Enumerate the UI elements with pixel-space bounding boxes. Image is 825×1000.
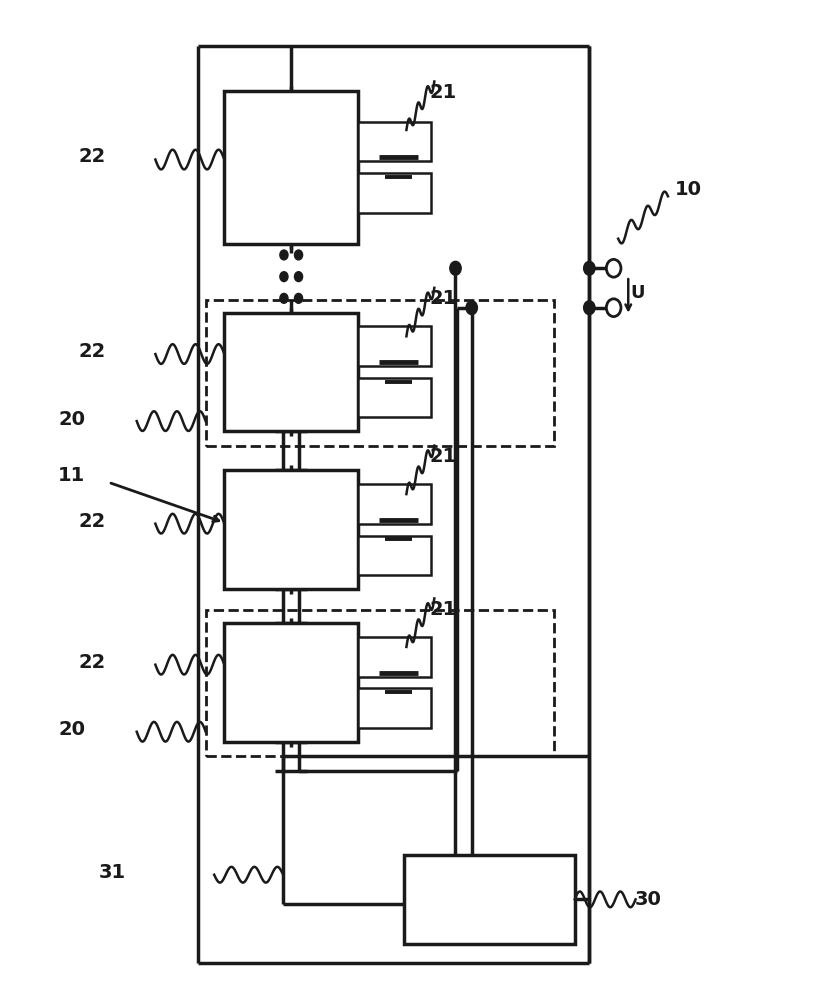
Circle shape (295, 250, 303, 260)
Text: 20: 20 (59, 720, 85, 739)
Text: 11: 11 (59, 466, 86, 485)
Bar (358, 536, 431, 575)
Text: 30: 30 (634, 890, 661, 909)
Text: 22: 22 (78, 653, 106, 672)
Bar (358, 637, 431, 677)
Bar (358, 688, 431, 728)
Circle shape (280, 250, 288, 260)
Circle shape (466, 301, 478, 315)
Bar (358, 173, 431, 213)
Bar (224, 623, 358, 742)
Circle shape (583, 261, 595, 275)
Bar (205, 610, 554, 756)
Text: 22: 22 (78, 342, 106, 361)
Text: 21: 21 (429, 83, 456, 102)
Bar (358, 122, 431, 161)
Circle shape (295, 272, 303, 282)
Bar (358, 484, 431, 524)
Text: 21: 21 (429, 447, 456, 466)
Circle shape (606, 299, 621, 317)
Text: 22: 22 (78, 512, 106, 531)
Circle shape (280, 293, 288, 303)
Text: U: U (631, 284, 645, 302)
Text: 31: 31 (99, 863, 126, 882)
Text: 10: 10 (675, 180, 702, 199)
Bar (224, 313, 358, 431)
Circle shape (450, 261, 461, 275)
Text: 22: 22 (78, 147, 106, 166)
Text: 20: 20 (59, 410, 85, 429)
Circle shape (583, 301, 595, 315)
Bar (404, 855, 575, 944)
Text: 21: 21 (429, 289, 456, 308)
Bar (205, 300, 554, 446)
Bar (358, 326, 431, 366)
Text: 21: 21 (429, 600, 456, 619)
Bar (224, 91, 358, 244)
Bar (358, 378, 431, 417)
Circle shape (295, 293, 303, 303)
Circle shape (280, 272, 288, 282)
Circle shape (606, 259, 621, 277)
Bar (224, 470, 358, 589)
